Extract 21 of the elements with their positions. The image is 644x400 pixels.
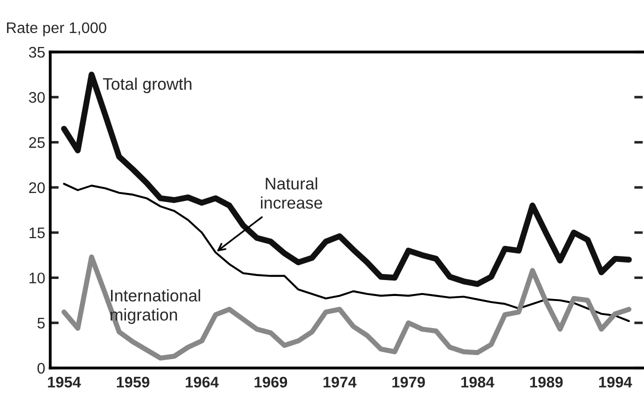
series-label: Total growth: [102, 78, 192, 94]
y-tick-label: 25: [29, 137, 45, 148]
x-tick-label: 1994: [599, 376, 632, 388]
y-tick-label: 15: [30, 228, 45, 238]
y-tick-label: 20: [29, 182, 45, 194]
y-axis-title: Rate per 1,000: [7, 22, 106, 36]
x-tick-label: 1959: [116, 376, 150, 388]
y-tick-label: 35: [28, 46, 45, 58]
x-tick-label: 1964: [186, 376, 219, 388]
x-tick-label: 1984: [461, 376, 494, 388]
x-tick-label: 1989: [530, 376, 563, 388]
x-tick-label: 1979: [392, 376, 425, 388]
y-tick-label: 30: [28, 92, 45, 103]
annotation: Natural increase: [260, 177, 322, 209]
series-label: International migration: [110, 289, 200, 324]
x-tick-label: 1974: [324, 376, 356, 388]
y-tick-label: 0: [37, 362, 45, 374]
x-tick-label: 1969: [254, 376, 288, 388]
x-tick-label: 1954: [48, 376, 81, 388]
y-tick-label: 10: [30, 272, 45, 284]
y-tick-label: 5: [37, 318, 45, 329]
